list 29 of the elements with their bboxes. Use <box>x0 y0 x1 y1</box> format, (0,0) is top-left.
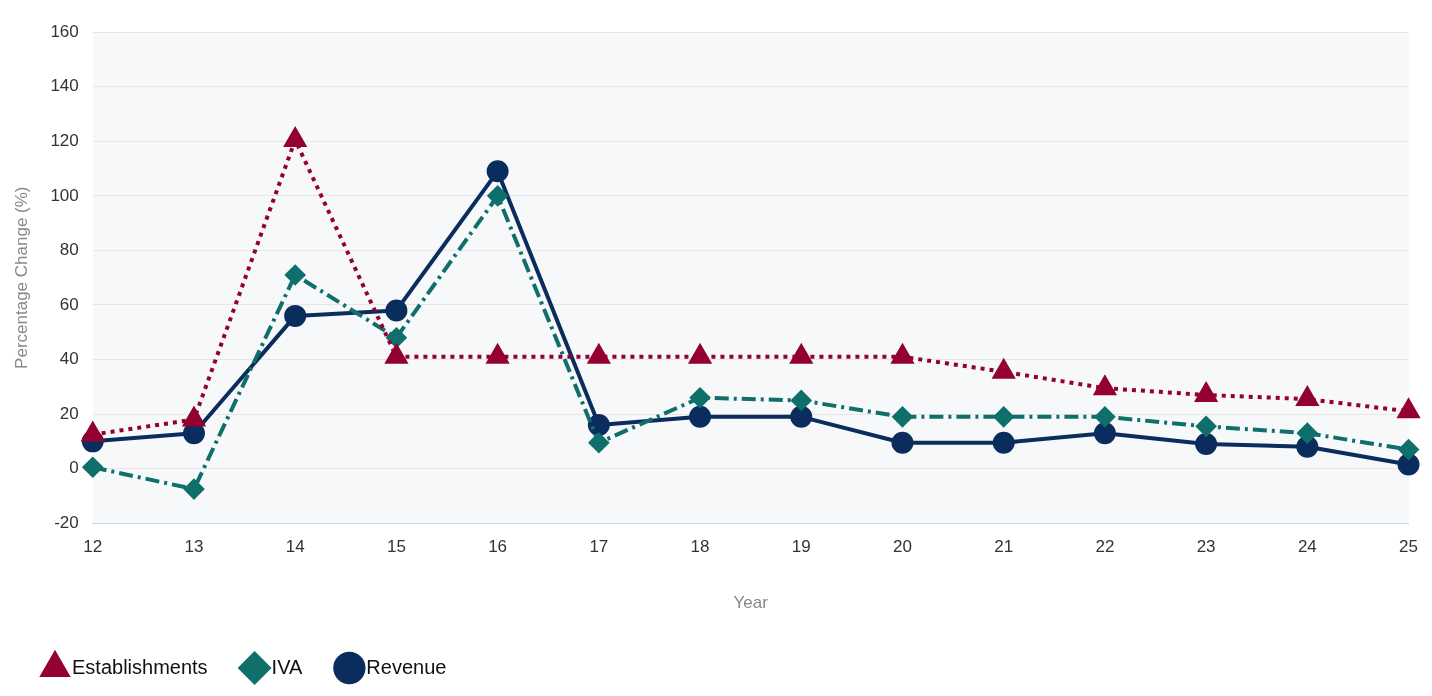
x-tick-label: 12 <box>83 537 103 557</box>
x-tick-label: 21 <box>994 537 1014 557</box>
y-tick-label: -20 <box>54 512 79 532</box>
x-tick-label: 14 <box>285 537 305 557</box>
y-tick-label: 100 <box>50 185 79 205</box>
x-tick-label: 16 <box>488 537 508 557</box>
x-tick-label: 17 <box>589 537 609 557</box>
x-tick-label: 18 <box>690 537 710 557</box>
x-tick-label: 13 <box>184 537 204 557</box>
x-tick-label: 22 <box>1095 537 1115 557</box>
x-tick-label: 24 <box>1297 537 1317 557</box>
y-tick-label: 120 <box>50 131 79 150</box>
x-axis-title: Year <box>733 593 769 613</box>
x-tick-label: 25 <box>1399 537 1419 557</box>
x-tick-label: 20 <box>893 537 912 557</box>
y-tick-label: 40 <box>59 349 79 369</box>
x-tick-label: 15 <box>386 537 406 557</box>
y-tick-label: 140 <box>50 76 79 96</box>
x-tick-label: 19 <box>791 537 811 557</box>
y-axis-title: Percentage Change (%) <box>11 186 31 369</box>
legend-label: IVA <box>271 655 304 678</box>
y-tick-label: 20 <box>59 403 79 423</box>
x-tick-label: 23 <box>1196 537 1216 557</box>
y-tick-label: 160 <box>50 21 79 41</box>
y-tick-label: 0 <box>69 458 79 478</box>
y-tick-label: 60 <box>59 294 79 314</box>
legend-label: Revenue <box>366 655 447 678</box>
y-tick-label: 80 <box>59 240 79 260</box>
legend-label: Establishments <box>72 655 208 678</box>
